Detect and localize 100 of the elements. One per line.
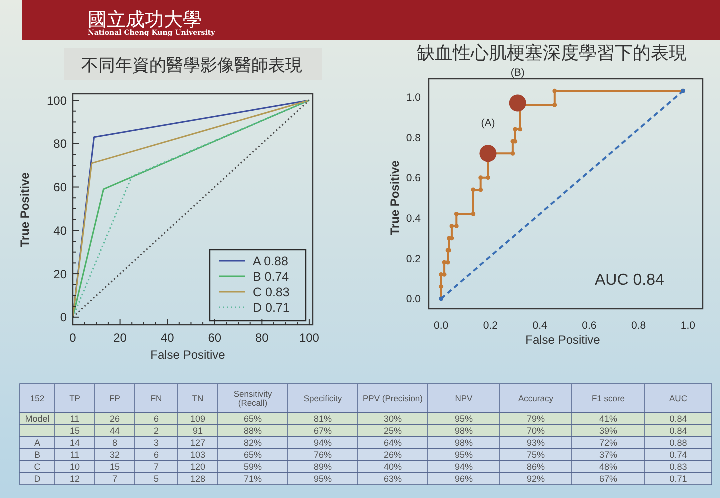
y-tick-label: 80 xyxy=(54,137,68,152)
chart-title: 不同年資的醫學影像醫師表現 xyxy=(82,56,302,75)
point xyxy=(518,127,523,132)
text: 63% xyxy=(384,474,402,484)
text: 8 xyxy=(112,438,118,448)
y-tick-label: 1.0 xyxy=(406,92,422,104)
x-tick-label: 60 xyxy=(208,331,222,345)
point xyxy=(454,212,459,216)
y-tick-label: 0.0 xyxy=(406,294,422,306)
category-label: PPV (Precision) xyxy=(363,394,424,404)
point xyxy=(471,188,476,192)
text: 48% xyxy=(599,462,618,472)
text: 70% xyxy=(526,426,546,436)
text: 7 xyxy=(112,474,118,484)
point xyxy=(552,88,558,94)
text: 0.84 xyxy=(670,414,688,424)
legend-label: C 0.83 xyxy=(253,286,290,300)
text: 0.83 xyxy=(670,462,688,472)
text: 82% xyxy=(244,438,262,448)
x-tick-label: 80 xyxy=(255,331,270,345)
text: 89% xyxy=(314,462,332,472)
text: 67% xyxy=(599,474,618,484)
x-tick-label: 40 xyxy=(160,331,175,345)
text: 0.84 xyxy=(670,426,688,436)
x-tick-label: 0.4 xyxy=(532,320,548,332)
text: 37% xyxy=(599,450,618,460)
text: 25% xyxy=(384,426,402,436)
text: 14 xyxy=(70,438,80,448)
text: 10 xyxy=(70,462,80,472)
text: A xyxy=(34,438,41,448)
x-tick-label: 0 xyxy=(70,331,77,345)
text: 96% xyxy=(454,474,474,484)
text: 91 xyxy=(192,426,204,436)
text: 65% xyxy=(244,450,262,460)
category-label: TP xyxy=(70,394,81,404)
text: 26% xyxy=(384,450,402,460)
text: 39% xyxy=(599,426,618,436)
text: 75% xyxy=(526,450,546,460)
point xyxy=(471,212,476,216)
category-label: FP xyxy=(110,394,121,404)
annotation: AUC 0.84 xyxy=(595,272,664,289)
text: 40% xyxy=(384,462,402,472)
category-label: TN xyxy=(192,394,204,404)
x-tick-label: 1.0 xyxy=(680,320,696,332)
category-label: Accuracy xyxy=(518,394,554,404)
text: 76% xyxy=(314,450,332,460)
legend-label: B 0.74 xyxy=(253,270,290,284)
text: 88% xyxy=(244,426,262,436)
category-label: AUC xyxy=(670,394,688,404)
text: 5 xyxy=(154,474,160,484)
text: 32 xyxy=(110,450,120,460)
point xyxy=(478,188,484,192)
text: 2 xyxy=(154,426,160,436)
text: 44 xyxy=(110,426,120,436)
category-label: 152 xyxy=(30,394,45,404)
text: 95% xyxy=(314,474,332,484)
text: 95% xyxy=(454,450,474,460)
y-axis-title: True Positive xyxy=(388,160,402,236)
text: D xyxy=(34,474,41,484)
text: 86% xyxy=(526,462,546,472)
x-tick-label: 0.6 xyxy=(582,320,597,332)
y-tick-label: 0.8 xyxy=(406,132,422,144)
text: 71% xyxy=(244,474,262,484)
category-label: Sensitivity (Recall) xyxy=(234,388,273,408)
text: 98% xyxy=(454,426,474,436)
point xyxy=(450,224,454,228)
text: 120 xyxy=(190,462,206,472)
y-tick-label: 20 xyxy=(54,267,68,282)
x-tick-label: 0.8 xyxy=(632,320,646,332)
text: 41% xyxy=(599,414,618,424)
point xyxy=(446,260,450,265)
point xyxy=(510,151,516,156)
x-axis-title: False Positive xyxy=(526,333,601,347)
text: C xyxy=(34,462,41,472)
point xyxy=(513,127,518,132)
text: 64% xyxy=(384,438,402,448)
point xyxy=(442,272,447,277)
text: B xyxy=(34,450,41,460)
text: 59% xyxy=(244,462,262,472)
category-label: NPV xyxy=(455,394,474,404)
text: 11 xyxy=(70,450,80,460)
text: 7 xyxy=(154,462,160,472)
x-tick-label: 0.0 xyxy=(434,320,449,332)
text: 0.74 xyxy=(670,450,688,460)
text: 30% xyxy=(384,414,402,424)
text: 72% xyxy=(599,438,618,448)
text: 12 xyxy=(70,474,80,484)
text: 6 xyxy=(154,450,160,460)
point xyxy=(552,103,558,108)
text: 103 xyxy=(190,450,206,460)
text: 11 xyxy=(70,414,80,424)
point xyxy=(478,176,484,180)
text: 81% xyxy=(314,414,332,424)
category-label: F1 score xyxy=(592,394,626,404)
text: 95% xyxy=(454,414,474,424)
y-tick-label: 40 xyxy=(54,224,68,238)
text: 65% xyxy=(244,414,262,424)
point xyxy=(486,176,490,180)
text: 15 xyxy=(70,426,80,436)
x-tick-label: 100 xyxy=(299,331,320,345)
